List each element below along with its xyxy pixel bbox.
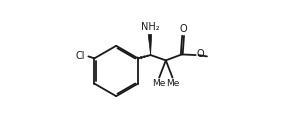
Text: Cl: Cl	[75, 51, 85, 61]
Text: O: O	[179, 24, 187, 34]
Text: Me: Me	[166, 79, 180, 88]
Text: NH₂: NH₂	[141, 22, 159, 32]
Text: O: O	[196, 49, 204, 59]
Text: Me: Me	[152, 79, 165, 88]
Polygon shape	[148, 35, 152, 55]
